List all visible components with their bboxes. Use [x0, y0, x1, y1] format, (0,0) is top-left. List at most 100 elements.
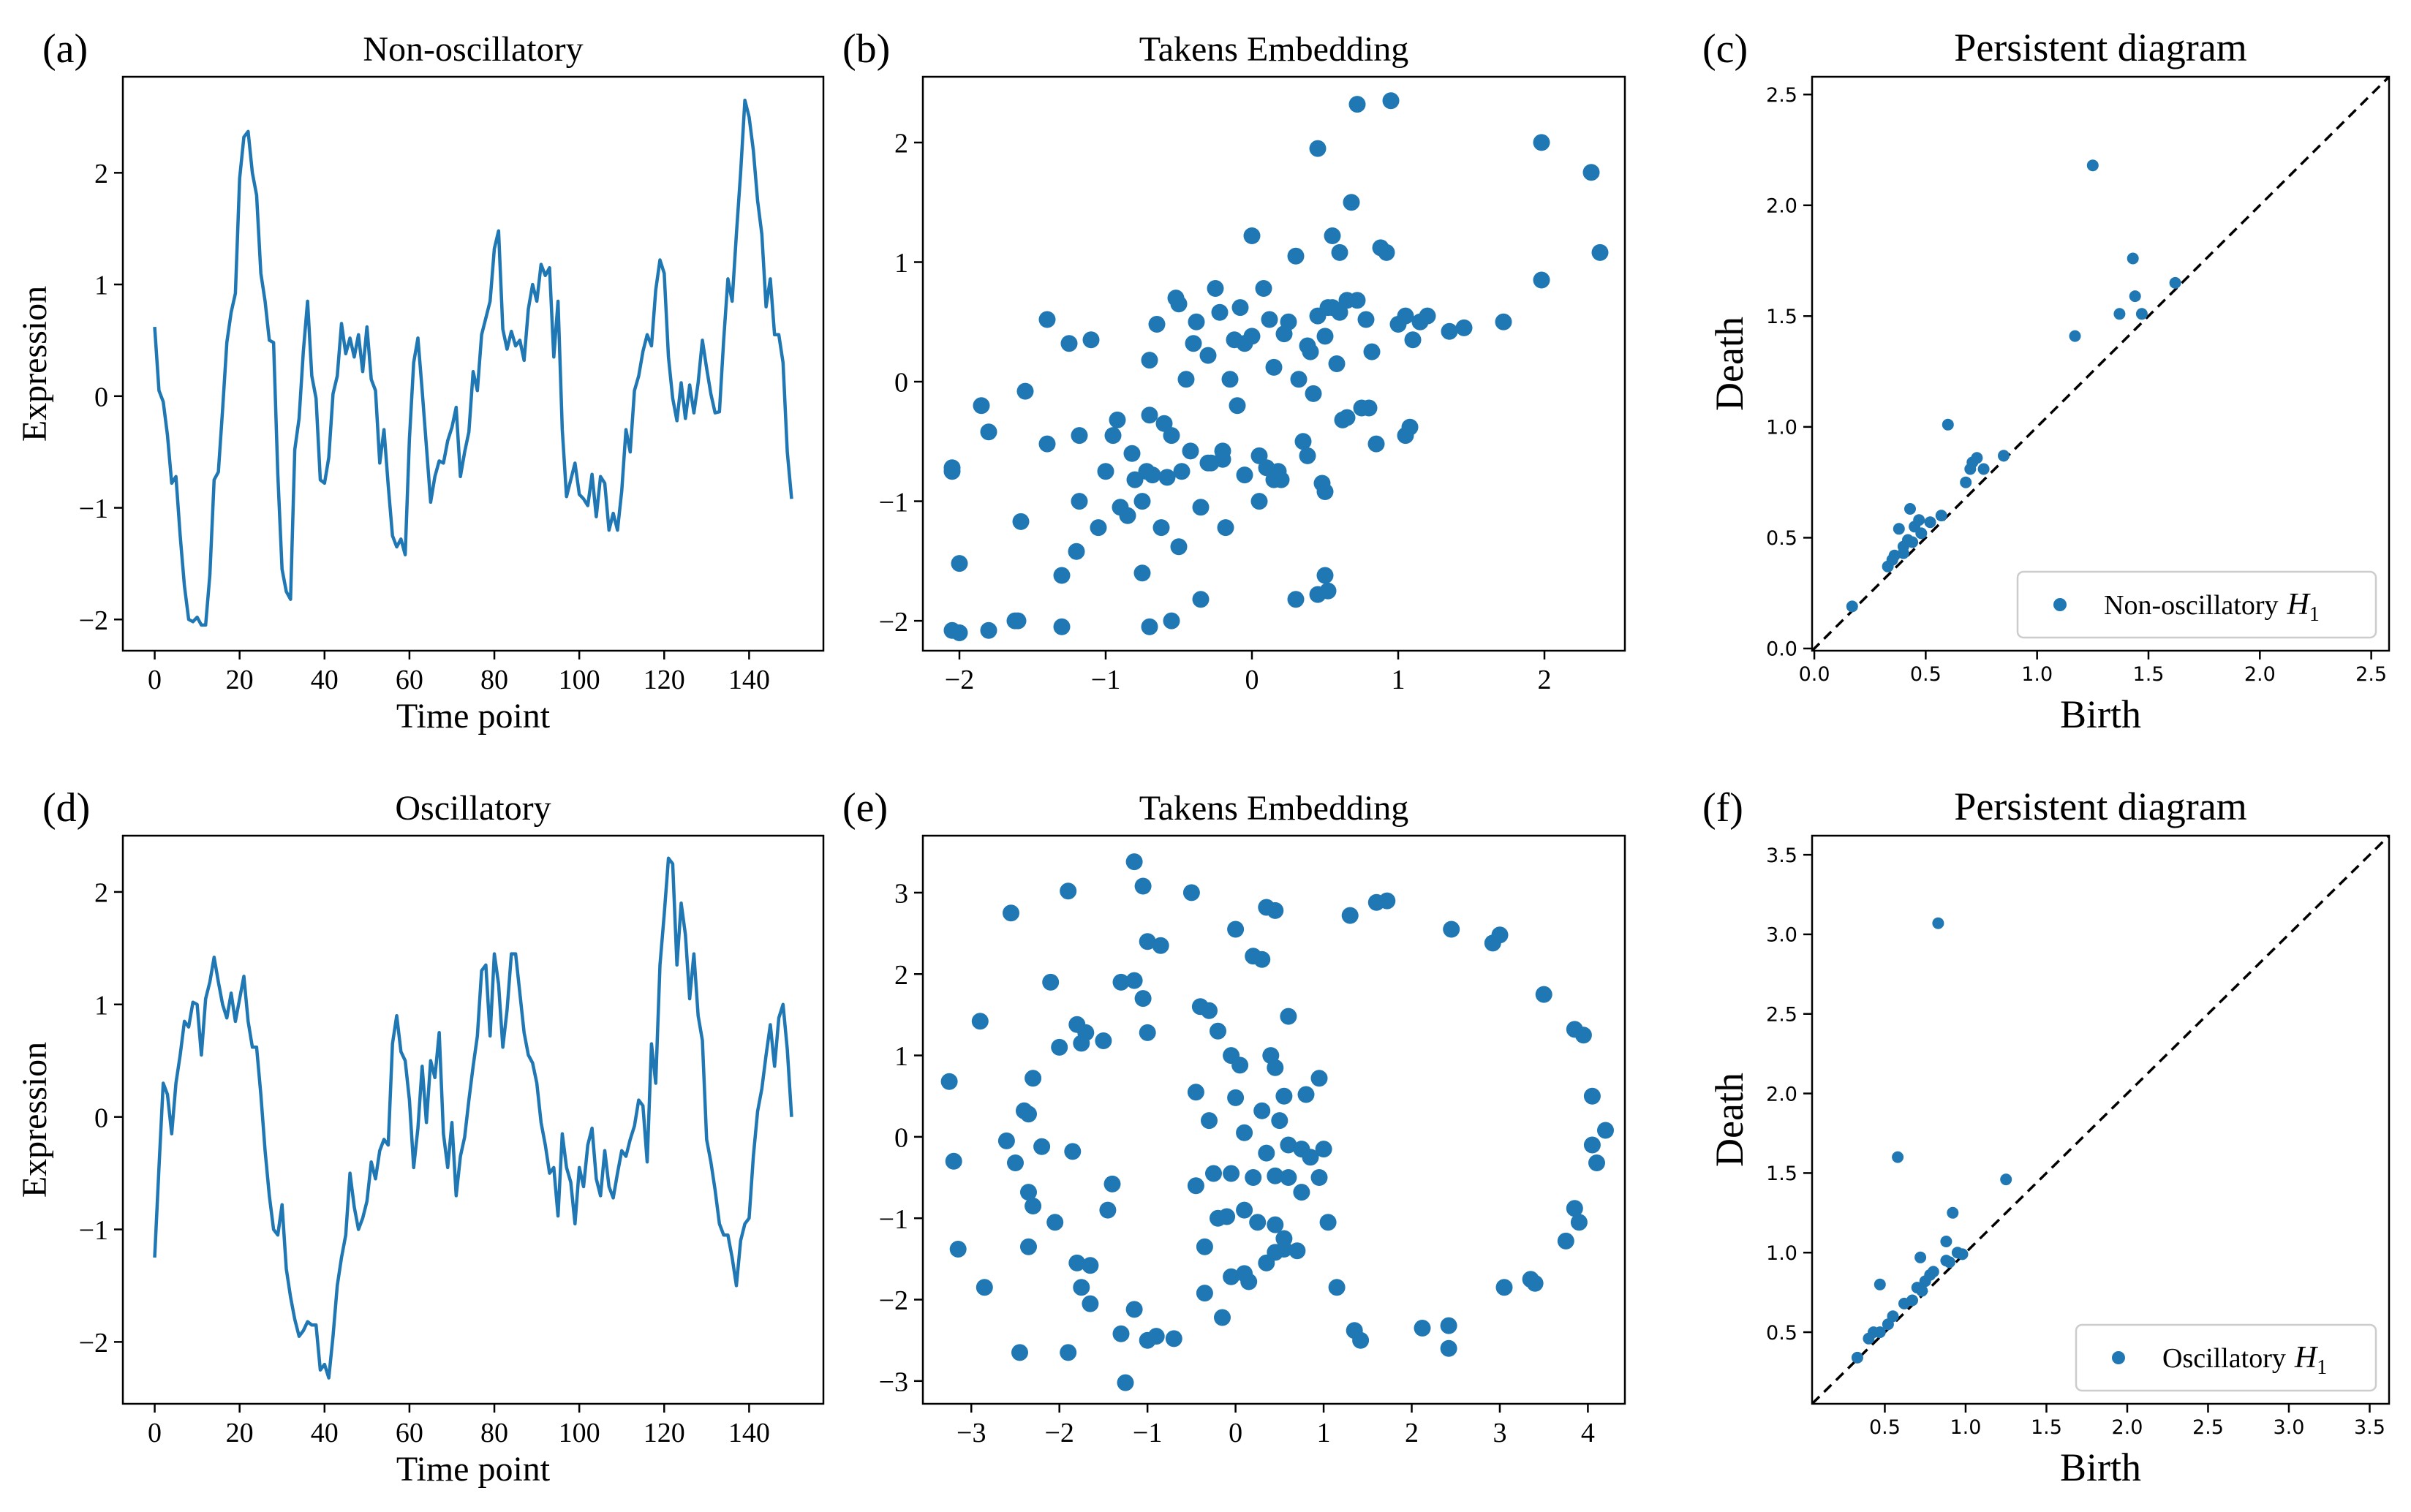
data-point [1309, 586, 1327, 603]
data-point [980, 621, 997, 639]
data-point [1440, 1317, 1457, 1334]
data-point [1207, 280, 1224, 297]
data-point [1227, 1089, 1245, 1106]
legend-text: Non-oscillatory [2104, 590, 2279, 621]
data-point [1851, 1351, 1863, 1364]
data-point [1378, 243, 1395, 261]
data-point [1927, 1266, 1939, 1278]
y-axis-label: Expression [15, 1042, 54, 1198]
y-tick-label: −1 [879, 1204, 908, 1235]
data-point [1299, 447, 1316, 464]
y-tick-label: 1.0 [1766, 417, 1797, 439]
data-point [1998, 450, 2010, 462]
x-tick-label: 0 [1229, 1418, 1242, 1448]
data-point [1103, 1175, 1121, 1192]
data-point [997, 1132, 1015, 1149]
data-point [1243, 328, 1261, 345]
data-point [1147, 1328, 1165, 1345]
data-point [1331, 243, 1348, 261]
y-tick-label: 2.5 [1766, 1003, 1797, 1026]
y-tick-label: 2 [94, 878, 108, 909]
data-point [1943, 1256, 1955, 1269]
data-point [1287, 591, 1305, 608]
data-point [1236, 1201, 1253, 1219]
data-point [1126, 471, 1144, 488]
axes-frame [921, 75, 1626, 652]
data-point [1068, 543, 1085, 560]
data-point [949, 1241, 967, 1258]
data-point [1163, 612, 1180, 630]
x-tick-label: 60 [396, 1418, 423, 1448]
y-tick-label: 0 [94, 382, 108, 412]
y-tick-label: 3 [894, 879, 908, 910]
data-point [1051, 1038, 1068, 1056]
data-point [1221, 371, 1239, 388]
data-point [2086, 159, 2099, 172]
data-point [1309, 140, 1327, 157]
data-point [1170, 538, 1188, 556]
data-point [1316, 483, 1334, 500]
data-point [1397, 307, 1414, 325]
data-point [1199, 347, 1217, 364]
data-point [1956, 1248, 1969, 1260]
panel-label: (e) [842, 785, 888, 831]
data-point [1846, 600, 1858, 613]
data-point [1082, 1257, 1099, 1274]
axes-frame [121, 75, 825, 652]
data-point [940, 1073, 958, 1090]
data-point [1011, 1344, 1028, 1361]
data-point [1924, 516, 1936, 529]
data-point [1053, 567, 1071, 584]
data-point [1141, 352, 1158, 369]
points [1851, 917, 2012, 1364]
y-tick-label: 0.5 [1766, 1322, 1797, 1345]
data-point [1187, 1084, 1204, 1101]
x-tick-label: 2 [1405, 1418, 1419, 1448]
legend-marker [2053, 598, 2067, 611]
data-point [1942, 418, 1954, 431]
data-point [1271, 1112, 1288, 1130]
data-point [1348, 96, 1366, 113]
data-point [1253, 1102, 1271, 1119]
data-point [1258, 1144, 1275, 1162]
data-point [1348, 292, 1366, 309]
data-point [1025, 1198, 1042, 1214]
y-tick-label: 1.0 [1766, 1242, 1797, 1265]
data-point [1134, 990, 1152, 1008]
data-point [1205, 1165, 1222, 1182]
panel-label: (d) [42, 785, 90, 831]
data-point [1267, 1167, 1284, 1184]
x-tick-label: 4 [1581, 1418, 1595, 1448]
data-point [1007, 1154, 1024, 1171]
data-point [1310, 1169, 1328, 1186]
y-tick-label: 1 [894, 248, 908, 279]
x-tick-label: 3.5 [2354, 1416, 2385, 1439]
data-point [1073, 1035, 1090, 1052]
x-tick-label: 20 [226, 1418, 254, 1448]
data-point [1557, 1232, 1574, 1250]
data-point [1343, 194, 1360, 211]
y-tick-label: −1 [79, 1215, 108, 1246]
data-point [1125, 972, 1143, 989]
y-tick-label: 2 [894, 960, 908, 991]
y-axis-label: Expression [15, 286, 54, 442]
x-tick-label: 2.0 [2244, 663, 2276, 686]
data-point [1378, 892, 1396, 910]
data-point [1042, 973, 1060, 991]
data-point [1196, 1238, 1213, 1255]
x-tick-label: 120 [644, 665, 685, 695]
x-tick-label: 3.0 [2273, 1416, 2304, 1439]
data-point [1125, 1301, 1143, 1318]
data-point [2135, 308, 2148, 320]
data-point [1275, 1087, 1293, 1105]
data-point [1495, 313, 1512, 330]
legend-math: H [2294, 1341, 2319, 1375]
panel-f: (f) Persistent diagram 0.5 1.0 1.5 2.0 2.5 3.0 3… [1702, 785, 2391, 1489]
data-point [1196, 1285, 1213, 1302]
data-point [1275, 1241, 1293, 1258]
data-point [1932, 917, 1944, 929]
data-point [1003, 904, 1019, 922]
chart-title: Persistent diagram [1954, 785, 2246, 828]
x-tick-label: 120 [644, 1418, 685, 1448]
